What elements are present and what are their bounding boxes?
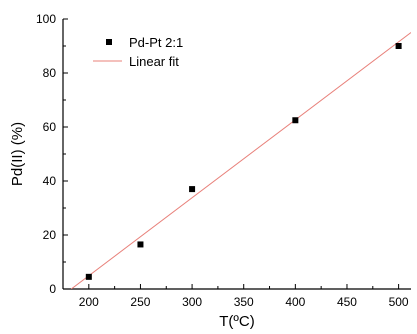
y-axis-ticks: 0 20 40 60 80 100 — [36, 12, 68, 296]
legend: Pd-Pt 2:1 Linear fit — [93, 35, 183, 69]
y-tick-label-40: 40 — [43, 174, 57, 188]
data-point-400 — [292, 117, 299, 124]
legend-label-linear-fit: Linear fit — [129, 54, 179, 69]
x-tick-label-350: 350 — [234, 295, 254, 309]
x-tick-label-250: 250 — [130, 295, 150, 309]
y-tick-label-60: 60 — [43, 120, 57, 134]
legend-marker-pd-pt — [106, 39, 112, 45]
linear-fit-line — [70, 32, 411, 289]
data-points-layer — [85, 43, 402, 280]
y-tick-label-20: 20 — [43, 228, 57, 242]
x-tick-label-400: 400 — [285, 295, 305, 309]
x-tick-label-200: 200 — [79, 295, 99, 309]
data-point-500 — [395, 43, 402, 49]
plot-area — [62, 19, 411, 290]
x-axis-title: T(ºC) — [219, 313, 254, 330]
x-tick-label-450: 450 — [337, 295, 357, 309]
y-tick-label-100: 100 — [36, 12, 56, 26]
data-point-300 — [189, 186, 196, 193]
x-tick-label-500: 500 — [389, 295, 409, 309]
x-axis-ticks: 200 250 300 350 400 450 500 — [79, 284, 409, 309]
y-tick-label-80: 80 — [43, 66, 57, 80]
legend-label-pd-pt: Pd-Pt 2:1 — [129, 35, 183, 50]
y-axis-title: Pd(II) (%) — [9, 122, 26, 186]
data-point-200 — [85, 273, 92, 280]
y-tick-label-0: 0 — [49, 282, 56, 296]
linear-fit-layer — [70, 32, 411, 289]
data-point-250 — [137, 241, 144, 248]
x-tick-label-300: 300 — [182, 295, 202, 309]
